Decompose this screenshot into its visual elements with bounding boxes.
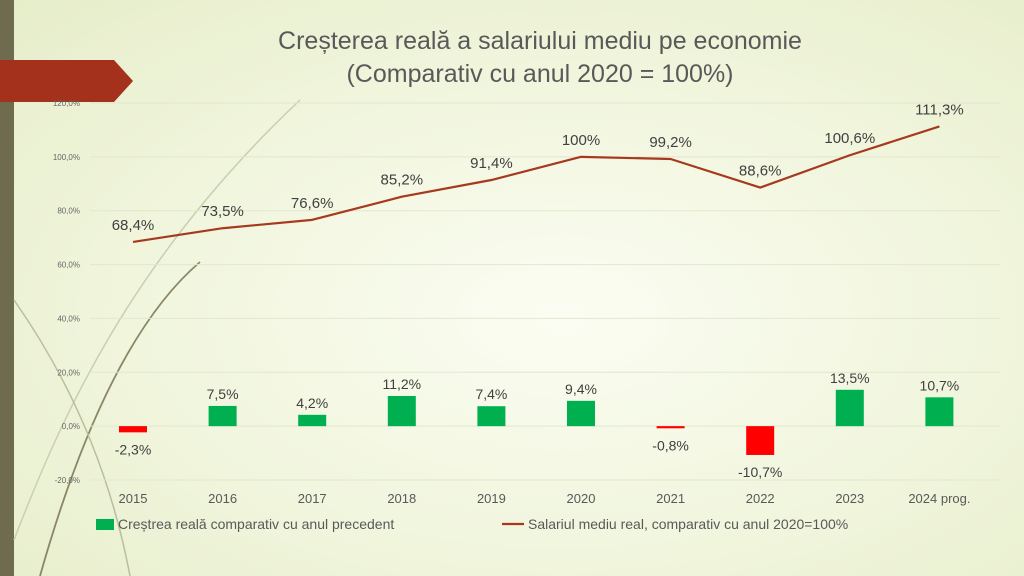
bar-data-label: 10,7% <box>920 377 960 393</box>
y-tick-label: 80,0% <box>57 207 80 216</box>
line-data-label: 85,2% <box>381 172 424 189</box>
bar-data-label: 11,2% <box>382 376 421 392</box>
bar <box>477 406 506 427</box>
bar <box>567 400 595 427</box>
y-tick-label: 0,0% <box>62 422 80 431</box>
y-tick-label: 120,0% <box>53 99 80 108</box>
x-tick-label: 2015 <box>119 491 148 506</box>
bar-data-label: -0,8% <box>652 437 689 453</box>
side-bar <box>0 0 14 576</box>
bar-data-label: 7,5% <box>207 386 239 402</box>
y-tick-label: 100,0% <box>53 153 80 162</box>
y-tick-label: 40,0% <box>57 314 80 323</box>
bar <box>835 389 864 427</box>
decorative-curve <box>39 261 201 576</box>
line-data-label: 68,4% <box>112 217 155 234</box>
bar-data-label: 4,2% <box>296 395 328 411</box>
line-data-label: 100% <box>562 132 600 149</box>
x-tick-label: 2021 <box>656 491 685 506</box>
line-data-label: 91,4% <box>470 155 513 172</box>
bar <box>746 426 775 455</box>
bar <box>387 395 416 427</box>
bar-data-label: 9,4% <box>565 381 597 397</box>
chart-subtitle: (Comparativ cu anul 2020 = 100%) <box>346 60 734 88</box>
line-series <box>132 125 940 244</box>
decorative-curve <box>13 99 301 541</box>
bar <box>119 426 147 433</box>
bar <box>925 397 954 427</box>
line-data-label: 73,5% <box>201 203 244 220</box>
x-tick-label: 2020 <box>567 491 596 506</box>
x-tick-label: 2018 <box>387 491 416 506</box>
bar-data-label: -10,7% <box>738 464 782 480</box>
x-tick-label: 2022 <box>746 491 775 506</box>
chart-title: Creșterea reală a salariului mediu pe ec… <box>278 27 802 55</box>
legend-label-line: Salariul mediu real, comparativ cu anul … <box>528 516 848 532</box>
x-tick-label: 2017 <box>298 491 327 506</box>
x-tick-label: 2016 <box>208 491 237 506</box>
x-tick-label: 2023 <box>835 491 864 506</box>
y-tick-label: -20,0% <box>55 476 80 485</box>
line-data-label: 111,3% <box>915 101 964 118</box>
bar-data-label: 13,5% <box>830 370 870 386</box>
arrow-shape <box>0 60 133 102</box>
bar-data-label: -2,3% <box>115 441 152 457</box>
bar <box>298 414 327 427</box>
line-data-label: 76,6% <box>291 195 334 212</box>
y-tick-label: 20,0% <box>57 368 80 377</box>
bar <box>208 405 237 427</box>
legend-label-bars: Creștrea reală comparativ cu anul preced… <box>118 516 394 532</box>
legend-swatch-bars <box>96 519 114 530</box>
x-tick-label: 2024 prog. <box>908 491 970 506</box>
bar <box>656 426 685 429</box>
line-data-label: 99,2% <box>649 134 692 151</box>
x-tick-label: 2019 <box>477 491 506 506</box>
bar-data-label: 7,4% <box>475 386 507 402</box>
line-data-label: 100,6% <box>824 130 875 147</box>
decorative-curve <box>13 299 131 576</box>
y-tick-label: 60,0% <box>57 261 80 270</box>
line-data-label: 88,6% <box>739 163 782 180</box>
